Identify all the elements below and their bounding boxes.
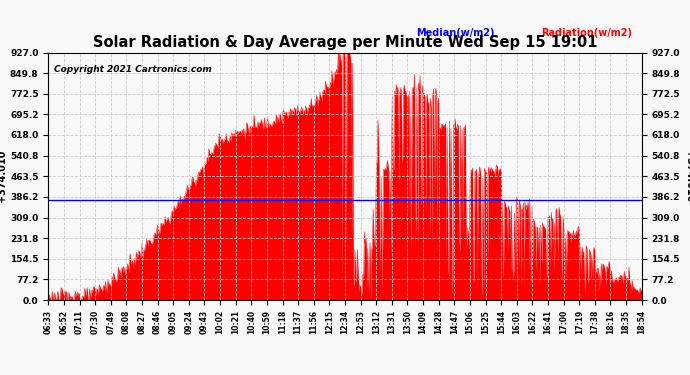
Text: Median(w/m2): Median(w/m2) — [416, 28, 495, 38]
Text: Radiation(w/m2): Radiation(w/m2) — [541, 28, 632, 38]
Y-axis label: +374.010: +374.010 — [684, 150, 690, 202]
Title: Solar Radiation & Day Average per Minute Wed Sep 15 19:01: Solar Radiation & Day Average per Minute… — [92, 35, 598, 50]
Y-axis label: +374.010: +374.010 — [0, 150, 7, 202]
Text: Copyright 2021 Cartronics.com: Copyright 2021 Cartronics.com — [55, 65, 212, 74]
